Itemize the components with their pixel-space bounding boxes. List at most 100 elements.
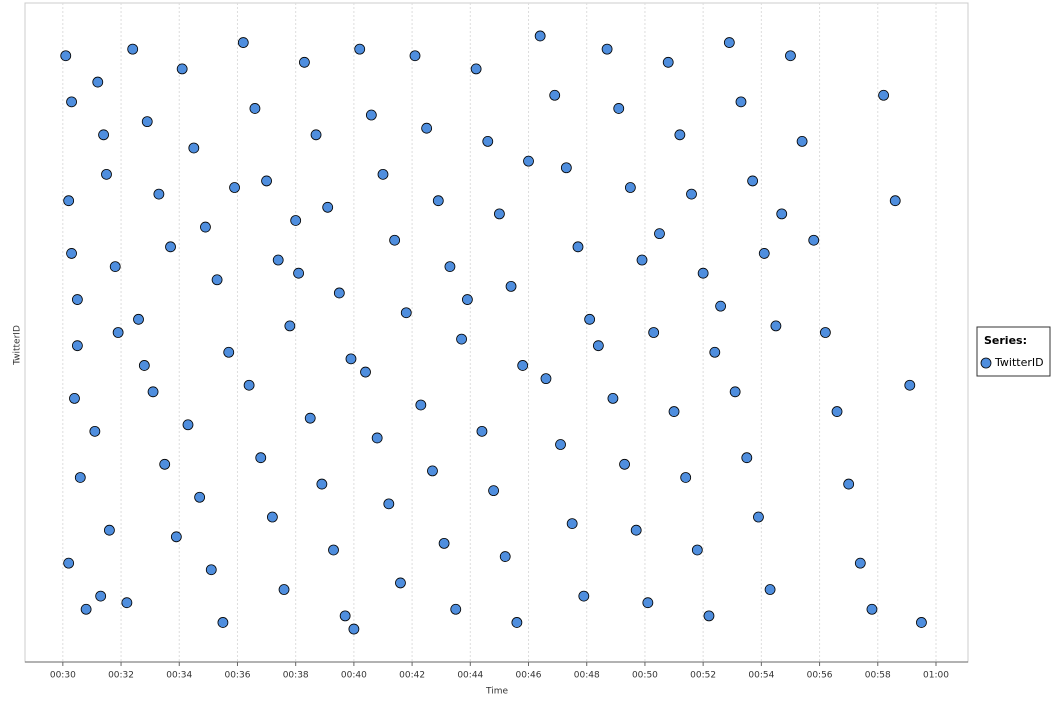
point <box>444 261 456 273</box>
point <box>427 465 438 477</box>
point <box>200 221 211 233</box>
point <box>494 208 505 220</box>
legend-title: Series: <box>984 334 1027 347</box>
point <box>415 399 427 411</box>
point <box>686 188 697 200</box>
point <box>109 261 121 273</box>
point <box>383 498 395 510</box>
point <box>534 30 546 42</box>
point <box>104 524 115 536</box>
point <box>147 386 159 398</box>
point <box>360 366 371 378</box>
x-tick-label: 00:52 <box>690 671 716 681</box>
point <box>74 472 86 483</box>
point <box>159 458 171 470</box>
point <box>409 50 421 62</box>
point <box>63 557 75 569</box>
point <box>843 478 855 490</box>
x-tick-label: 00:38 <box>283 671 309 681</box>
point <box>572 241 584 253</box>
point <box>339 610 351 622</box>
point <box>194 491 206 503</box>
legend-box <box>976 326 1051 377</box>
x-tick-label: 00:46 <box>516 671 542 681</box>
point <box>421 122 433 134</box>
point <box>624 182 636 193</box>
point <box>71 294 83 305</box>
point <box>601 43 613 55</box>
point <box>758 248 770 259</box>
x-tick-label: 00:44 <box>457 671 483 681</box>
point <box>540 373 552 385</box>
point <box>290 215 302 226</box>
point <box>322 201 334 213</box>
point <box>584 313 596 325</box>
point <box>310 129 322 141</box>
point <box>176 63 188 75</box>
x-tick-label: 00:32 <box>108 671 134 681</box>
point <box>785 50 796 62</box>
point <box>66 96 77 108</box>
point <box>636 254 648 266</box>
point <box>654 228 665 240</box>
point <box>450 603 462 615</box>
point <box>770 320 782 332</box>
x-tick-label: 00:58 <box>865 671 891 681</box>
point <box>348 623 360 635</box>
point <box>127 43 139 55</box>
y-axis-label: TwitterID <box>13 325 23 366</box>
point <box>648 327 660 338</box>
x-axis-label: Time <box>485 687 508 697</box>
point <box>304 412 316 424</box>
point <box>243 379 255 391</box>
point <box>333 287 345 299</box>
point <box>723 37 735 48</box>
point <box>662 56 674 68</box>
point <box>630 524 642 536</box>
point <box>249 103 261 114</box>
point <box>482 135 494 147</box>
point <box>819 327 831 338</box>
point <box>854 557 866 569</box>
point <box>505 280 517 292</box>
point <box>141 116 153 128</box>
point <box>261 175 272 187</box>
point <box>432 195 444 207</box>
point <box>255 452 267 464</box>
point <box>229 182 240 193</box>
point <box>607 392 619 404</box>
point <box>735 96 747 108</box>
point <box>904 379 916 391</box>
point <box>182 419 194 431</box>
point <box>776 208 788 220</box>
point <box>138 360 150 371</box>
point <box>691 544 703 556</box>
legend-marker <box>980 357 992 369</box>
point <box>345 353 357 365</box>
point <box>133 313 144 325</box>
point <box>866 603 878 615</box>
point <box>642 597 654 609</box>
point <box>112 327 124 338</box>
point <box>95 590 107 602</box>
point <box>747 175 759 187</box>
point <box>71 340 83 352</box>
point <box>741 452 753 464</box>
point <box>66 248 77 259</box>
point <box>170 531 182 543</box>
point <box>461 294 473 305</box>
point <box>549 89 561 101</box>
x-tick-label: 01:00 <box>923 671 949 681</box>
point <box>293 267 304 279</box>
point <box>278 584 290 595</box>
x-tick-label: 00:34 <box>166 671 192 681</box>
point <box>709 346 721 358</box>
point <box>284 320 296 332</box>
point <box>592 340 604 352</box>
point <box>165 241 176 253</box>
point <box>205 564 217 576</box>
x-tick-label: 00:42 <box>399 671 425 681</box>
point <box>796 135 808 147</box>
point <box>476 425 488 437</box>
